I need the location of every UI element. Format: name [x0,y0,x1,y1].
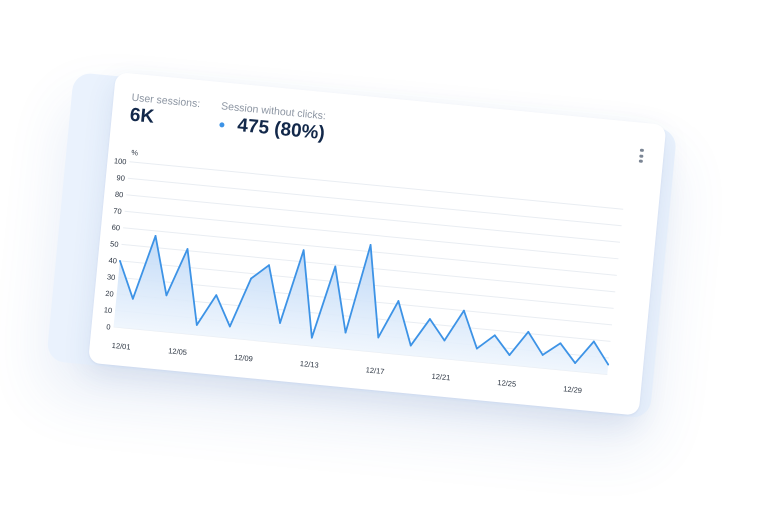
x-tick-label: 12/13 [299,359,319,370]
grid-line [124,210,619,260]
data-point [443,339,446,342]
x-tick-label: 12/05 [168,346,188,357]
series-area-fill [113,235,609,375]
grid-line [127,177,622,227]
data-point [334,265,337,268]
y-tick-label: 50 [110,239,119,249]
data-point [186,248,189,250]
y-axis-unit-label: % [131,148,139,158]
y-tick-label: 70 [113,206,122,216]
x-tick-label: 12/29 [563,384,583,395]
x-axis: 12/01 12/05 12/09 12/13 12/17 12/21 12/25 12/29 [111,341,582,395]
y-tick-label: 0 [106,322,111,331]
data-point [310,336,313,339]
data-point [559,342,562,345]
y-tick-label: 60 [111,223,120,233]
data-point [165,294,168,297]
y-tick-label: 80 [115,190,124,200]
data-point [302,249,305,252]
data-point [268,264,270,267]
data-point [475,347,478,350]
x-tick-label: 12/21 [431,372,451,383]
y-tick-label: 10 [103,305,112,315]
data-point [195,324,198,326]
data-point [131,297,134,300]
y-tick-label: 90 [116,173,125,183]
data-point [154,235,157,237]
data-point [119,259,121,262]
data-point [250,277,252,280]
x-tick-label: 12/09 [234,353,254,364]
data-point [493,334,496,337]
data-point [369,244,372,246]
data-point [215,294,218,297]
sessions-area-chart: % 0 10 20 30 40 50 60 70 80 90 100 12/01 12/05 12/09… [103,148,624,395]
data-point [527,330,530,333]
data-point [279,322,281,324]
x-tick-label: 12/25 [497,378,517,389]
x-tick-label: 12/17 [365,365,385,376]
data-point [541,354,544,356]
y-tick-label: 20 [105,289,114,299]
grid-line [129,161,624,210]
data-point [228,325,231,328]
y-tick-label: 40 [108,256,117,266]
y-axis: 0 10 20 30 40 50 60 70 80 90 100 [103,156,127,331]
data-point [508,354,511,356]
data-point [377,336,380,339]
data-point [574,362,577,364]
data-point [409,344,412,347]
x-tick-label: 12/01 [111,341,131,352]
data-point [592,340,595,343]
y-tick-label: 30 [107,272,116,282]
data-point [344,331,347,334]
data-point [429,318,431,320]
data-point [463,309,465,312]
data-points [119,235,610,366]
grid-line [126,194,621,243]
sessions-widget-card: User sessions: 6K Session without clicks… [88,72,667,416]
data-point [397,300,400,302]
data-point [607,363,610,366]
y-tick-label: 100 [114,156,127,166]
